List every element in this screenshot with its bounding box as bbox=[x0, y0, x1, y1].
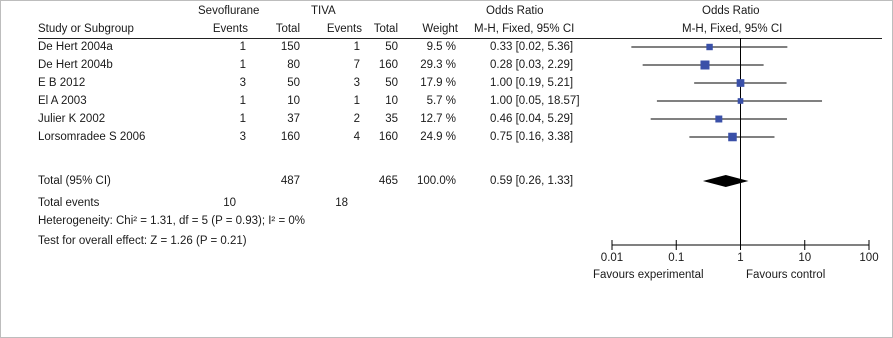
row-weight: 24.9 % bbox=[420, 131, 456, 143]
row-ci: 0.33 [0.02, 5.36] bbox=[490, 41, 574, 53]
header-or-left: Odds Ratio bbox=[486, 5, 544, 17]
total-total2: 465 bbox=[378, 175, 398, 187]
row-total2: 50 bbox=[385, 41, 398, 53]
axis-tick-label: 100 bbox=[859, 252, 879, 264]
row-total2: 160 bbox=[378, 59, 398, 71]
study-square bbox=[706, 43, 713, 51]
axis-tick-label: 0.1 bbox=[668, 252, 685, 264]
header-group1: Sevoflurane bbox=[198, 5, 260, 17]
row-total1: 150 bbox=[280, 41, 300, 53]
total-weight: 100.0% bbox=[416, 175, 456, 187]
header-method-left: M-H, Fixed, 95% CI bbox=[474, 23, 575, 35]
row-study: Lorsomradee S 2006 bbox=[38, 131, 146, 143]
row-events2: 4 bbox=[353, 131, 360, 143]
row-events2: 7 bbox=[353, 59, 360, 71]
row-study: Julier K 2002 bbox=[38, 113, 106, 125]
row-ci: 0.46 [0.04, 5.29] bbox=[490, 113, 574, 125]
row-study: De Hert 2004a bbox=[38, 41, 113, 53]
row-events2: 1 bbox=[353, 41, 360, 53]
favours-experimental-label: Favours experimental bbox=[593, 269, 704, 281]
row-study: E B 2012 bbox=[38, 77, 86, 89]
row-ci: 1.00 [0.19, 5.21] bbox=[490, 77, 574, 89]
row-weight: 17.9 % bbox=[420, 77, 456, 89]
row-events1: 1 bbox=[239, 59, 246, 71]
row-total2: 35 bbox=[385, 113, 398, 125]
header-method-right: M-H, Fixed, 95% CI bbox=[682, 23, 783, 35]
row-events1: 1 bbox=[239, 95, 246, 107]
total-total1: 487 bbox=[280, 175, 300, 187]
axis-tick-label: 1 bbox=[737, 252, 744, 264]
row-total1: 160 bbox=[280, 131, 300, 143]
header-underline bbox=[38, 38, 882, 39]
row-ci: 0.28 [0.03, 2.29] bbox=[490, 59, 574, 71]
row-ci: 0.75 [0.16, 3.38] bbox=[490, 131, 574, 143]
header-or-right: Odds Ratio bbox=[702, 5, 760, 17]
header-group2: TIVA bbox=[311, 5, 336, 17]
total-events2: 18 bbox=[335, 197, 348, 209]
row-total2: 50 bbox=[385, 77, 398, 89]
header-study: Study or Subgroup bbox=[38, 23, 134, 35]
row-events1: 3 bbox=[239, 77, 246, 89]
row-total1: 80 bbox=[287, 59, 300, 71]
row-total1: 10 bbox=[287, 95, 300, 107]
header-total2: Total bbox=[373, 23, 398, 35]
row-events1: 1 bbox=[239, 41, 246, 53]
row-events2: 1 bbox=[353, 95, 360, 107]
study-square bbox=[737, 98, 744, 104]
row-total2: 10 bbox=[385, 95, 398, 107]
total-label: Total (95% CI) bbox=[38, 175, 111, 187]
axis-tick-label: 0.01 bbox=[600, 252, 624, 264]
row-weight: 5.7 % bbox=[426, 95, 456, 107]
row-study: El A 2003 bbox=[38, 95, 87, 107]
row-total1: 37 bbox=[287, 113, 300, 125]
axis-tick-label: 10 bbox=[798, 252, 812, 264]
study-square bbox=[700, 60, 710, 70]
row-events1: 3 bbox=[239, 131, 246, 143]
row-total2: 160 bbox=[378, 131, 398, 143]
total-events-label: Total events bbox=[38, 197, 100, 209]
pooled-diamond bbox=[702, 175, 749, 187]
row-events2: 2 bbox=[353, 113, 360, 125]
row-study: De Hert 2004b bbox=[38, 59, 113, 71]
row-weight: 9.5 % bbox=[426, 41, 456, 53]
overall-effect-text: Test for overall effect: Z = 1.26 (P = 0… bbox=[38, 235, 247, 247]
row-ci: 1.00 [0.05, 18.57] bbox=[490, 95, 580, 107]
row-weight: 12.7 % bbox=[420, 113, 456, 125]
study-square bbox=[736, 79, 745, 87]
total-ci: 0.59 [0.26, 1.33] bbox=[490, 175, 574, 187]
total-events1: 10 bbox=[223, 197, 236, 209]
study-square bbox=[728, 132, 737, 142]
header-events1: Events bbox=[212, 23, 248, 35]
favours-control-label: Favours control bbox=[746, 269, 826, 281]
row-events1: 1 bbox=[239, 113, 246, 125]
header-events2: Events bbox=[326, 23, 362, 35]
row-events2: 3 bbox=[353, 77, 360, 89]
header-total1: Total bbox=[275, 23, 300, 35]
heterogeneity-text: Heterogeneity: Chi² = 1.31, df = 5 (P = … bbox=[38, 215, 305, 227]
row-total1: 50 bbox=[287, 77, 300, 89]
row-weight: 29.3 % bbox=[420, 59, 456, 71]
header-weight: Weight bbox=[422, 23, 458, 35]
study-square bbox=[715, 115, 723, 123]
